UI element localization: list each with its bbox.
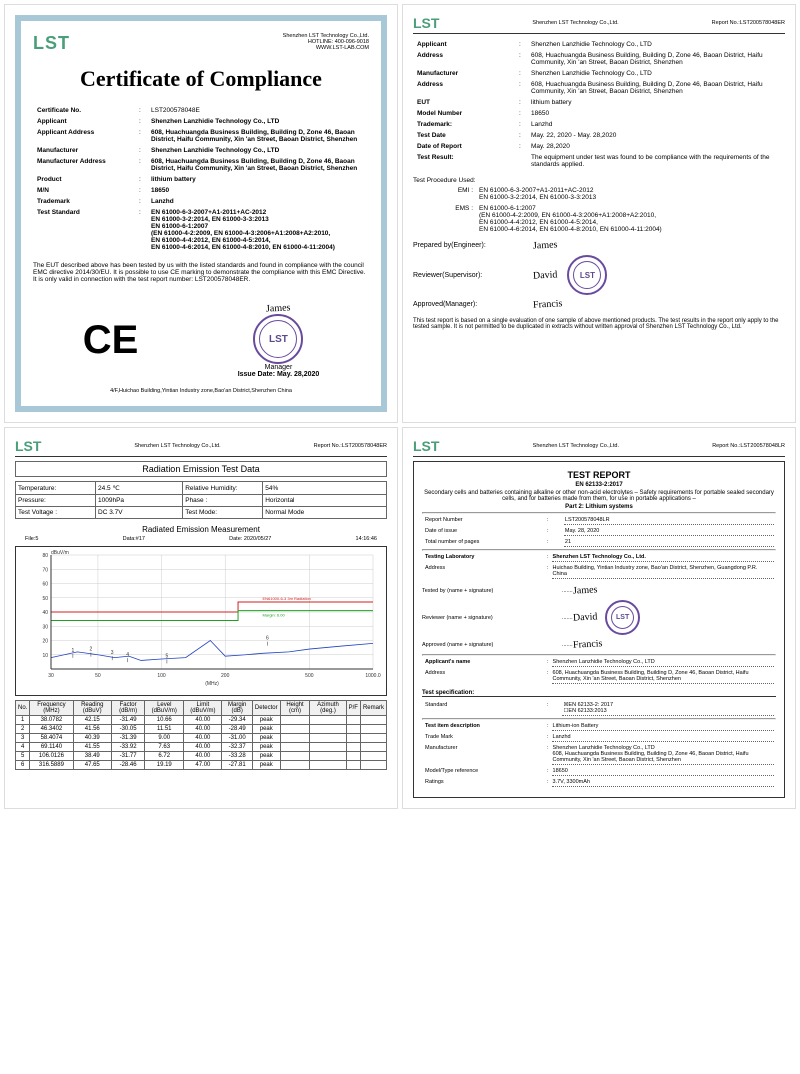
svg-text:70: 70 (42, 567, 48, 573)
svg-text:1000.0: 1000.0 (365, 673, 381, 679)
radiation-params: Temperature:24.5 ℃Relative Humidity:54% … (15, 481, 387, 519)
logo: LST (413, 438, 439, 454)
svg-text:100: 100 (157, 673, 166, 679)
radiation-panel: LST Shenzhen LST Technology Co.,Ltd. Rep… (4, 427, 398, 809)
cert-fields: Certificate No.:LST200578048E Applicant:… (33, 104, 369, 254)
svg-text:EN61000-6-3 3m Radiation: EN61000-6-3 3m Radiation (262, 596, 310, 601)
svg-text:1: 1 (72, 648, 75, 654)
signature: David (533, 269, 558, 281)
radiation-title-row: Radiation Emission Test Data (15, 461, 387, 477)
svg-text:200: 200 (221, 673, 230, 679)
svg-text:(MHz): (MHz) (205, 681, 219, 687)
issue-date: Issue Date: May. 28,2020 (238, 371, 320, 378)
radiation-chart: 10 20 30 40 50 60 70 80 30 50 100 200 500 1000.0 dBuV/… (15, 546, 387, 696)
svg-text:3: 3 (111, 650, 114, 656)
manager-label: Manager (265, 364, 293, 371)
svg-text:50: 50 (95, 673, 101, 679)
signature: James (533, 239, 558, 251)
signature: David (572, 611, 597, 623)
stamp-icon: LST (253, 314, 303, 364)
svg-text:20: 20 (42, 639, 48, 645)
website: WWW.LST-LAB.COM (283, 45, 369, 51)
svg-text:dBuV/m: dBuV/m (51, 550, 69, 556)
cert-paragraph: The EUT described above has been tested … (33, 262, 369, 283)
svg-text:6: 6 (266, 636, 269, 642)
svg-text:80: 80 (42, 553, 48, 559)
svg-text:40: 40 (42, 610, 48, 616)
svg-text:30: 30 (48, 673, 54, 679)
signature: James (572, 584, 597, 596)
tr-fields: Report Number:LST200578048LR Date of iss… (422, 514, 776, 549)
cert-title: Certificate of Compliance (33, 66, 369, 92)
test-report-panel: LST Shenzhen LST Technology Co.,Ltd. Rep… (402, 427, 796, 809)
signature: James (266, 302, 291, 314)
logo: LST (33, 33, 70, 54)
report-no: Report No.:LST200578048ER (712, 20, 785, 26)
certificate-panel: LST Shenzhen LST Technology Co.,Ltd. HOT… (4, 4, 398, 423)
tr-title: TEST REPORT (422, 470, 776, 480)
svg-text:60: 60 (42, 582, 48, 588)
svg-text:30: 30 (42, 624, 48, 630)
cert-footer: 4/F,Huichao Building,Yintian Industry zo… (33, 388, 369, 394)
signature: Francis (572, 638, 602, 651)
svg-text:10: 10 (42, 653, 48, 659)
report-panel: LST Shenzhen LST Technology Co.,Ltd. Rep… (402, 4, 796, 423)
svg-text:Margin: 6.00: Margin: 6.00 (262, 613, 285, 618)
logo: LST (413, 15, 439, 31)
signature: Francis (533, 298, 563, 311)
radiation-table: No.Frequency (MHz)Reading (dBuV)Factor (… (15, 700, 387, 770)
svg-text:500: 500 (305, 673, 314, 679)
ce-mark: CE (83, 318, 139, 363)
report-footer: This test report is based on a single ev… (413, 318, 785, 330)
report-fields: Applicant:Shenzhen Lanzhidie Technology … (413, 38, 785, 171)
stamp-icon: LST (605, 600, 640, 635)
chart-title: Radiated Emission Measurement (15, 523, 387, 536)
svg-text:50: 50 (42, 596, 48, 602)
proc-label: Test Procedure Used: (413, 177, 785, 184)
svg-text:4: 4 (126, 652, 129, 658)
stamp-icon: LST (567, 255, 607, 295)
svg-text:2: 2 (90, 647, 93, 653)
logo: LST (15, 438, 41, 454)
svg-text:5: 5 (166, 653, 169, 659)
